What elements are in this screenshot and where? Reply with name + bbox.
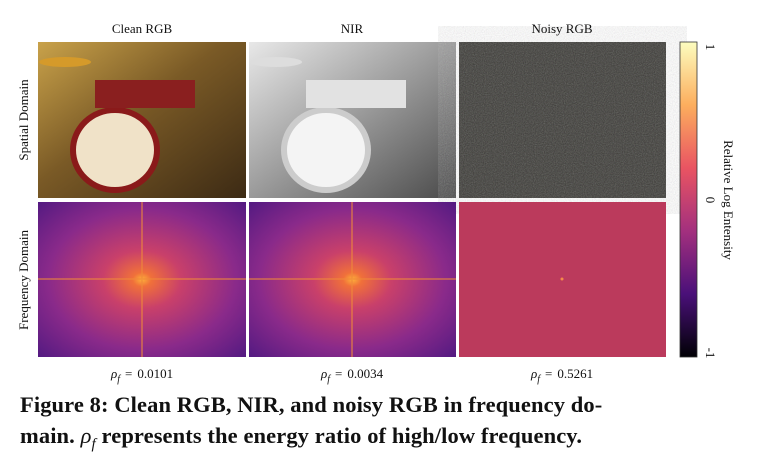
colorbar-tick: 0: [703, 197, 718, 204]
colorbar-label: Relative Log Entensity: [721, 140, 736, 260]
cymbal: [250, 57, 302, 67]
drum: [70, 107, 160, 193]
ratio-symbol: ρ: [110, 366, 117, 381]
ratio-relation: =: [125, 366, 132, 381]
drum: [95, 80, 195, 108]
noise: [459, 42, 666, 198]
figure: 1 0 -1 Relative Log Entensity Clean RGB …: [16, 21, 736, 385]
ratio-labels: ρf = 0.0101 ρf = 0.0034 ρf = 0.5261: [110, 366, 593, 385]
ratio-label: ρf = 0.0101: [110, 366, 173, 385]
ratio-subscript: f: [117, 374, 121, 385]
ratio-symbol: ρ: [320, 366, 327, 381]
colorbar-tick: 1: [703, 44, 718, 51]
ratio-relation: =: [545, 366, 552, 381]
cymbal: [39, 57, 91, 67]
ratio-relation: =: [335, 366, 342, 381]
drum: [281, 107, 371, 193]
ratio-subscript: f: [537, 374, 541, 385]
ratio-value: 0.5261: [557, 366, 593, 381]
colorbar: [679, 41, 698, 358]
caption-subscript: f: [91, 436, 96, 453]
ratio-subscript: f: [327, 374, 331, 385]
ratio-value: 0.0034: [347, 366, 383, 381]
column-title: Clean RGB: [112, 21, 173, 36]
caption-text: main.: [20, 423, 75, 448]
ratio-value: 0.0101: [137, 366, 173, 381]
column-title: NIR: [341, 21, 364, 36]
caption-symbol: ρ: [80, 423, 92, 448]
row-title: Spatial Domain: [16, 79, 31, 161]
caption-line: main. ρf represents the energy ratio of …: [20, 423, 582, 454]
caption-line: Figure 8: Clean RGB, NIR, and noisy RGB …: [20, 392, 602, 418]
spectrum-axis: [38, 202, 246, 357]
caption-text: Figure 8: Clean RGB, NIR, and noisy RGB …: [20, 392, 603, 417]
caption-text: represents the energy ratio of high/low …: [101, 423, 583, 448]
spectrum-center: [560, 277, 564, 281]
column-title: Noisy RGB: [531, 21, 592, 36]
row-title: Frequency Domain: [16, 230, 31, 331]
ratio-symbol: ρ: [530, 366, 537, 381]
ratio-label: ρf = 0.5261: [530, 366, 593, 385]
drum: [306, 80, 406, 108]
spectrum-axis: [249, 202, 456, 357]
ratio-label: ρf = 0.0034: [320, 366, 384, 385]
colorbar-tick: -1: [703, 348, 718, 359]
